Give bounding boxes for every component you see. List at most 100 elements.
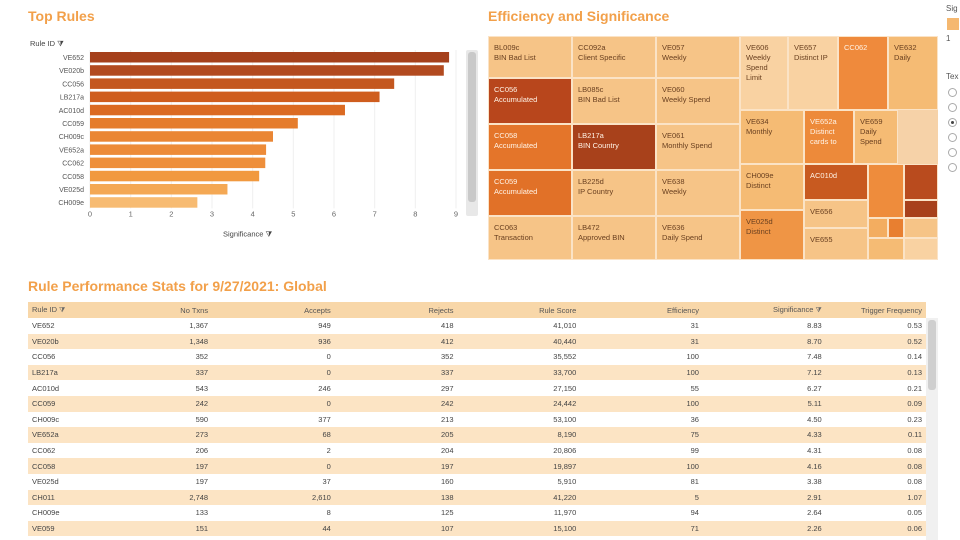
bar-ve652[interactable] bbox=[90, 52, 450, 63]
column-header-rejects[interactable]: Rejects bbox=[334, 302, 458, 318]
top-rules-scrollbar[interactable] bbox=[466, 50, 478, 216]
table-cell: 2,610 bbox=[212, 489, 335, 506]
treemap-tile-small[interactable] bbox=[868, 238, 904, 260]
table-row[interactable]: CH011 2,748 2,610 138 41,220 5 2.91 1.07 bbox=[28, 489, 926, 506]
bar-lb217a[interactable] bbox=[90, 91, 380, 103]
column-header-significance[interactable]: Significance ⧩ bbox=[702, 302, 826, 318]
table-row[interactable]: LB217a 337 0 337 33,700 100 7.12 0.13 bbox=[28, 364, 926, 381]
treemap-tile-ve632[interactable]: VE632 Daily bbox=[888, 36, 938, 110]
treemap-tile-ve057[interactable]: VE057 Weekly bbox=[656, 36, 740, 78]
bar-ve025d[interactable] bbox=[90, 184, 228, 195]
bar-ve020b[interactable] bbox=[90, 65, 444, 76]
treemap-tile-small[interactable] bbox=[904, 218, 938, 238]
table-row[interactable]: VE020b 1,348 936 412 40,440 31 8.70 0.52 bbox=[28, 333, 926, 350]
treemap-tile-id: VE655 bbox=[810, 235, 833, 244]
table-cell: 75 bbox=[580, 427, 703, 443]
table-row[interactable]: VE652 1,367 949 418 41,010 31 8.83 0.53 bbox=[28, 318, 926, 334]
treemap-tile-small[interactable] bbox=[904, 164, 938, 200]
treemap-tile-ve606[interactable]: VE606 Weekly Spend Limit bbox=[740, 36, 788, 110]
radio-option-4[interactable] bbox=[948, 133, 957, 142]
table-cell: LB217a bbox=[28, 364, 141, 381]
treemap-tile-cc059[interactable]: CC059 Accumulated bbox=[488, 170, 572, 216]
x-tick-label: 1 bbox=[129, 209, 133, 218]
treemap-tile-cc063[interactable]: CC063 Transaction bbox=[488, 216, 572, 260]
treemap-tile-ve652a[interactable]: VE652a Distinct cards to bbox=[804, 110, 854, 164]
x-tick-label: 4 bbox=[251, 209, 255, 218]
filter-icon[interactable]: ⧩ bbox=[59, 307, 66, 314]
treemap-tile-ve659[interactable]: VE659 Daily Spend bbox=[854, 110, 898, 164]
treemap-tile-ve060[interactable]: VE060 Weekly Spend bbox=[656, 78, 740, 124]
treemap-tile-ve656[interactable]: VE656 bbox=[804, 200, 868, 228]
table-title: Rule Performance Stats for 9/27/2021: Gl… bbox=[28, 278, 327, 294]
treemap-tile-small[interactable] bbox=[904, 200, 938, 218]
treemap-tile-ve061[interactable]: VE061 Monthly Spend bbox=[656, 124, 740, 170]
treemap-tile-ve025d[interactable]: VE025d Distinct bbox=[740, 210, 804, 260]
table-row[interactable]: VE025d 197 37 160 5,910 81 3.38 0.08 bbox=[28, 473, 926, 490]
treemap-tile-cc092a[interactable]: CC092a Client Specific bbox=[572, 36, 656, 78]
bar-ch009e[interactable] bbox=[90, 197, 198, 208]
table-row[interactable]: VE652a 273 68 205 8,190 75 4.33 0.11 bbox=[28, 427, 926, 443]
treemap-tile-ch009e[interactable]: CH009e Distinct bbox=[740, 164, 804, 210]
bar-cc059[interactable] bbox=[90, 118, 298, 129]
treemap-tile-cc056[interactable]: CC056 Accumulated bbox=[488, 78, 572, 124]
treemap-tile-small[interactable] bbox=[868, 164, 904, 218]
table-row[interactable]: CC058 197 0 197 19,897 100 4.16 0.08 bbox=[28, 458, 926, 474]
treemap-tile-lb472[interactable]: LB472 Approved BIN bbox=[572, 216, 656, 260]
treemap-tile-ve657[interactable]: VE657 Distinct IP bbox=[788, 36, 838, 110]
y-category-label: CH009e bbox=[58, 200, 84, 207]
treemap-tile-ac010d[interactable]: AC010d bbox=[804, 164, 868, 200]
treemap-tile-cc062[interactable]: CC062 bbox=[838, 36, 888, 110]
treemap-tile-cc058[interactable]: CC058 Accumulated bbox=[488, 124, 572, 170]
column-header-efficiency[interactable]: Efficiency bbox=[580, 302, 703, 318]
radio-option-1[interactable] bbox=[948, 88, 957, 97]
radio-option-2[interactable] bbox=[948, 103, 957, 112]
table-cell: 0.09 bbox=[825, 395, 926, 412]
radio-option-5[interactable] bbox=[948, 148, 957, 157]
treemap-tile-ve636[interactable]: VE636 Daily Spend bbox=[656, 216, 740, 260]
treemap-tile-label: Distinct bbox=[746, 227, 771, 236]
table-row[interactable]: CC059 242 0 242 24,442 100 5.11 0.09 bbox=[28, 395, 926, 412]
treemap-tile-lb217a[interactable]: LB217a BIN Country bbox=[572, 124, 656, 170]
treemap-tile-ve638[interactable]: VE638 Weekly bbox=[656, 170, 740, 216]
table-row[interactable]: CH009e 133 8 125 11,970 94 2.64 0.05 bbox=[28, 505, 926, 521]
table-row[interactable]: AC010d 543 246 297 27,150 55 6.27 0.21 bbox=[28, 380, 926, 396]
table-cell: 100 bbox=[580, 364, 703, 381]
column-header-rule-score[interactable]: Rule Score bbox=[457, 302, 581, 318]
bar-ve652a[interactable] bbox=[90, 144, 267, 155]
x-tick-label: 5 bbox=[291, 209, 295, 218]
table-scroll-thumb[interactable] bbox=[928, 320, 936, 390]
treemap-tile-small[interactable] bbox=[904, 238, 938, 260]
legend-significance-title: Sig bbox=[946, 4, 958, 13]
treemap-tile-small[interactable] bbox=[868, 218, 888, 238]
column-header-accepts[interactable]: Accepts bbox=[212, 302, 335, 318]
filter-icon[interactable]: ⧩ bbox=[815, 307, 822, 314]
treemap-tile-ve655[interactable]: VE655 bbox=[804, 228, 868, 260]
table-scrollbar[interactable] bbox=[926, 318, 938, 540]
bar-cc058[interactable] bbox=[90, 170, 260, 182]
treemap-tile-small[interactable] bbox=[888, 218, 904, 238]
treemap-tile-id: VE632 bbox=[894, 43, 917, 52]
table-cell: 53,100 bbox=[457, 411, 581, 428]
table-row[interactable]: CH009c 590 377 213 53,100 36 4.50 0.23 bbox=[28, 411, 926, 428]
bar-cc056[interactable] bbox=[90, 78, 395, 89]
table-row[interactable]: CC056 352 0 352 35,552 100 7.48 0.14 bbox=[28, 349, 926, 365]
treemap-tile-bl009c[interactable]: BL009c BIN Bad List bbox=[488, 36, 572, 78]
bar-ac010d[interactable] bbox=[90, 104, 345, 116]
table-cell: 100 bbox=[580, 395, 703, 412]
bar-ch009c[interactable] bbox=[90, 131, 273, 142]
treemap-tile-id: VE638 bbox=[662, 177, 685, 186]
radio-option-6[interactable] bbox=[948, 163, 957, 172]
column-header-rule-id[interactable]: Rule ID ⧩ bbox=[28, 302, 141, 318]
treemap-tile-lb225d[interactable]: LB225d IP Country bbox=[572, 170, 656, 216]
column-header-no-txns[interactable]: No Txns bbox=[140, 302, 213, 318]
radio-option-3[interactable] bbox=[948, 118, 957, 127]
top-rules-scroll-thumb[interactable] bbox=[468, 52, 476, 202]
table-cell: 55 bbox=[580, 380, 703, 396]
table-row[interactable]: VE059 151 44 107 15,100 71 2.26 0.06 bbox=[28, 520, 926, 537]
legend-color-swatch[interactable] bbox=[947, 18, 959, 30]
treemap-tile-ve634[interactable]: VE634 Monthly bbox=[740, 110, 804, 164]
treemap-tile-lb085c[interactable]: LB085c BIN Bad List bbox=[572, 78, 656, 124]
table-row[interactable]: CC062 206 2 204 20,806 99 4.31 0.08 bbox=[28, 442, 926, 459]
column-header-trigger-frequency[interactable]: Trigger Frequency bbox=[825, 302, 926, 318]
bar-cc062[interactable] bbox=[90, 157, 266, 169]
